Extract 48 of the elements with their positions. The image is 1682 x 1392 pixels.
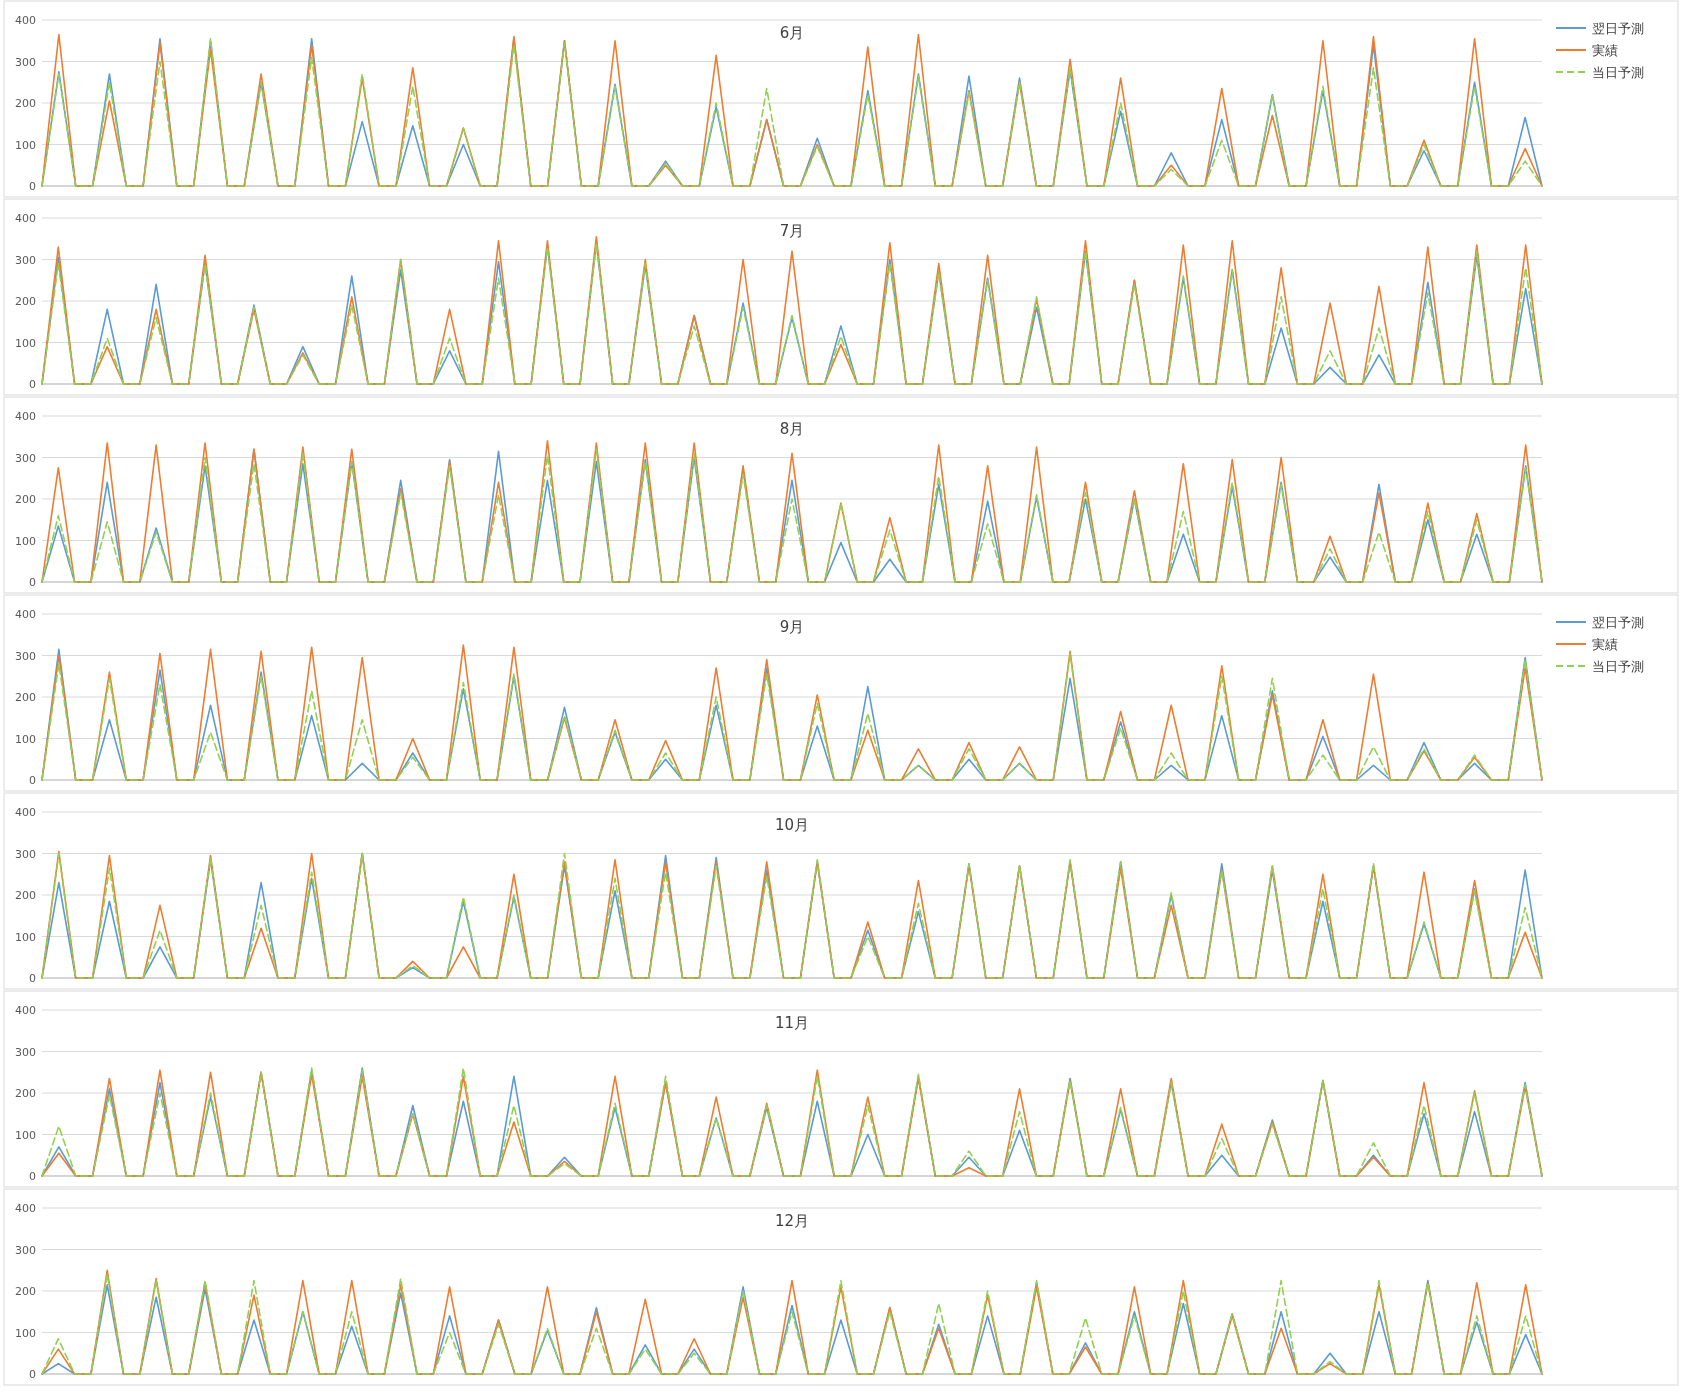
- y-tick-label: 300: [15, 1243, 36, 1257]
- y-tick-label: 400: [15, 1004, 36, 1017]
- y-tick-label: 100: [15, 1326, 36, 1340]
- y-tick-label: 400: [15, 806, 36, 819]
- y-tick-label: 0: [29, 1368, 36, 1381]
- chart-title: 11月: [774, 1014, 810, 1032]
- y-tick-label: 100: [15, 138, 36, 152]
- y-tick-label: 100: [15, 930, 36, 944]
- legend-label: 翌日予測: [1592, 21, 1644, 36]
- chart-title: 9月: [779, 618, 805, 636]
- y-tick-label: 400: [15, 14, 36, 27]
- y-tick-label: 300: [15, 847, 36, 861]
- y-tick-label: 300: [15, 451, 36, 465]
- y-tick-label: 100: [15, 534, 36, 548]
- y-tick-label: 100: [15, 336, 36, 350]
- chart-title: 10月: [774, 816, 810, 834]
- legend-label: 当日予測: [1592, 659, 1644, 674]
- legend-label: 翌日予測: [1592, 615, 1644, 630]
- y-tick-label: 0: [29, 1170, 36, 1183]
- y-tick-label: 0: [29, 378, 36, 391]
- y-tick-label: 300: [15, 1045, 36, 1059]
- y-tick-label: 400: [15, 212, 36, 225]
- y-tick-label: 0: [29, 576, 36, 589]
- legend-label: 実績: [1592, 637, 1618, 652]
- y-tick-label: 200: [15, 1087, 36, 1100]
- y-tick-label: 300: [15, 55, 36, 69]
- y-tick-label: 300: [15, 649, 36, 663]
- y-tick-label: 100: [15, 1128, 36, 1142]
- y-tick-label: 400: [15, 410, 36, 423]
- y-tick-label: 0: [29, 972, 36, 985]
- y-tick-label: 200: [15, 97, 36, 110]
- y-tick-label: 100: [15, 732, 36, 746]
- y-tick-label: 0: [29, 180, 36, 193]
- y-tick-label: 300: [15, 253, 36, 267]
- chart-title: 7月: [779, 222, 805, 240]
- chart-title: 6月: [779, 24, 805, 42]
- chart-title: 8月: [779, 420, 805, 438]
- y-tick-label: 200: [15, 493, 36, 506]
- y-tick-label: 200: [15, 889, 36, 902]
- y-tick-label: 200: [15, 295, 36, 308]
- y-tick-label: 400: [15, 1202, 36, 1215]
- y-tick-label: 0: [29, 774, 36, 787]
- y-tick-label: 400: [15, 608, 36, 621]
- chart-title: 12月: [774, 1212, 810, 1230]
- y-tick-label: 200: [15, 1285, 36, 1298]
- legend-label: 実績: [1592, 43, 1618, 58]
- legend-label: 当日予測: [1592, 65, 1644, 80]
- y-tick-label: 200: [15, 691, 36, 704]
